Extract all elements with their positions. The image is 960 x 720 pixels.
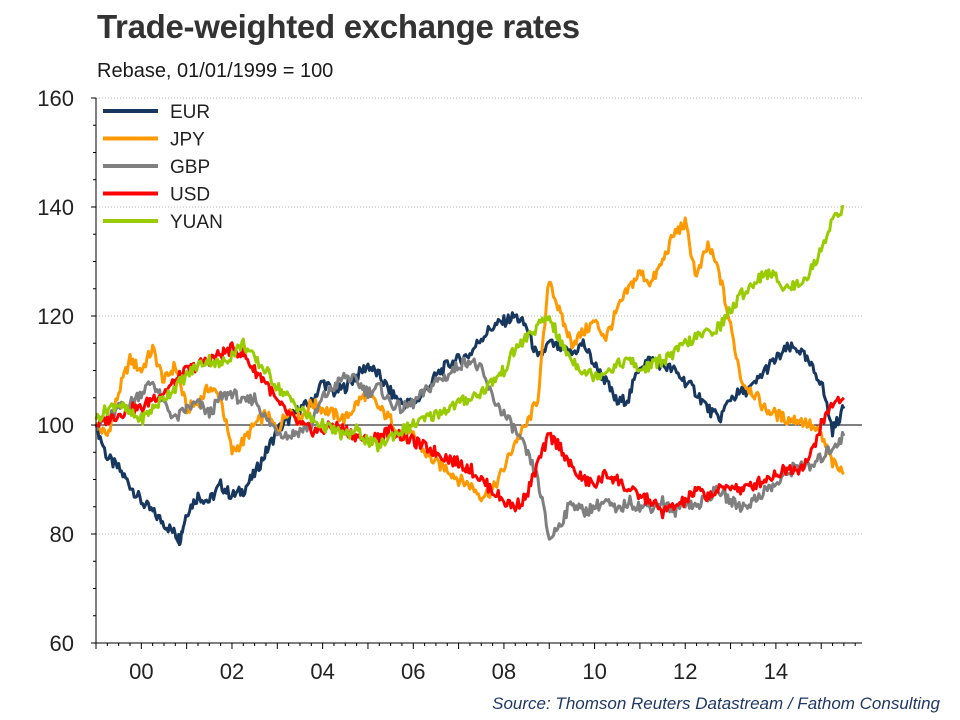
series-lines	[94, 204, 846, 547]
source-note: Source: Thomson Reuters Datastream / Fat…	[492, 694, 940, 713]
legend-label-yuan: YUAN	[170, 212, 223, 233]
x-tick-label: 00	[129, 659, 153, 684]
x-tick-label: 12	[673, 659, 697, 684]
y-tick-label: 60	[50, 631, 74, 656]
x-tick-label: 14	[764, 659, 788, 684]
x-tick-label: 10	[582, 659, 606, 684]
chart-title: Trade-weighted exchange rates	[97, 8, 580, 45]
y-tick-label: 160	[37, 86, 74, 111]
legend-label-usd: USD	[170, 185, 210, 206]
axes: 60 80 100 120 140 160 00 02 04 06 08 10 12 14	[37, 86, 862, 684]
series-line-yuan	[94, 204, 845, 453]
y-tick-label: 120	[37, 304, 74, 329]
series-line-usd	[95, 341, 845, 520]
x-tick-label: 08	[492, 659, 516, 684]
x-tick-label: 02	[220, 659, 244, 684]
legend: EUR JPY GBP USD YUAN	[103, 102, 223, 233]
legend-label-eur: EUR	[170, 102, 210, 123]
x-tick-label: 06	[401, 659, 425, 684]
series-line-gbp	[94, 356, 846, 541]
chart-subtitle: Rebase, 01/01/1999 = 100	[97, 60, 334, 82]
series-line-eur	[95, 311, 846, 547]
legend-label-gbp: GBP	[170, 157, 210, 178]
y-tick-label: 100	[37, 413, 74, 438]
gridlines	[96, 97, 862, 535]
y-tick-label: 140	[37, 195, 74, 220]
x-tick-label: 04	[310, 659, 334, 684]
legend-label-jpy: JPY	[170, 130, 205, 151]
y-tick-label: 80	[50, 522, 74, 547]
